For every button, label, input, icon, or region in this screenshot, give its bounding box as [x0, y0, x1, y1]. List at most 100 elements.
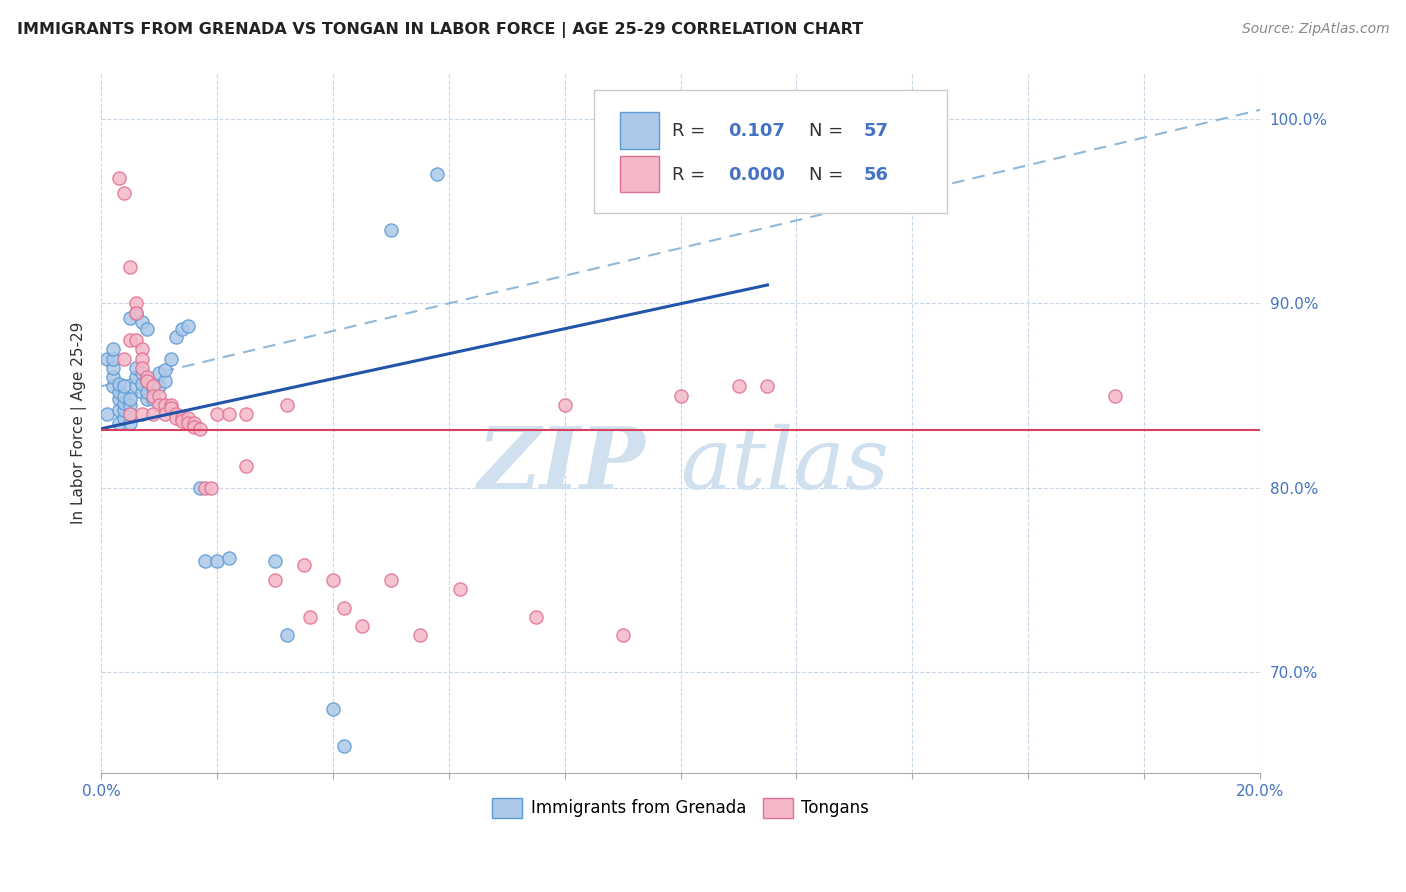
Point [166, 407, 188, 421]
Text: 0.107: 0.107 [728, 122, 785, 140]
Point [131, 367, 153, 381]
Point [112, 388, 135, 402]
Point [183, 416, 205, 430]
Point [107, 384, 129, 399]
Point [136, 374, 159, 388]
Legend: Immigrants from Grenada, Tongans: Immigrants from Grenada, Tongans [485, 791, 876, 824]
Point [153, 363, 176, 377]
Point [120, 398, 142, 412]
Point [322, 573, 344, 587]
Point [380, 573, 402, 587]
Point [125, 333, 148, 347]
Point [131, 384, 153, 399]
Point [727, 379, 749, 393]
Point [205, 407, 228, 421]
Point [142, 379, 165, 393]
Text: Source: ZipAtlas.com: Source: ZipAtlas.com [1241, 22, 1389, 37]
Point [107, 377, 129, 392]
Point [172, 410, 194, 425]
Point [101, 370, 124, 384]
Point [205, 554, 228, 568]
Point [142, 392, 165, 407]
Point [112, 379, 135, 393]
Point [107, 171, 129, 186]
Point [107, 416, 129, 430]
Text: N =: N = [810, 122, 844, 140]
Point [554, 398, 576, 412]
Point [159, 351, 181, 366]
Text: ZIP: ZIP [478, 424, 645, 507]
Point [218, 407, 240, 421]
Text: atlas: atlas [681, 424, 890, 507]
Point [235, 458, 257, 473]
Point [120, 311, 142, 326]
Point [101, 379, 124, 393]
Point [125, 370, 148, 384]
Point [177, 318, 200, 333]
Point [125, 305, 148, 319]
Point [148, 398, 170, 412]
Point [96, 351, 118, 366]
Text: R =: R = [672, 166, 706, 185]
Point [159, 398, 181, 412]
Point [136, 384, 159, 399]
Point [298, 609, 321, 624]
Point [131, 315, 153, 329]
Point [153, 374, 176, 388]
Text: N =: N = [810, 166, 844, 185]
Point [148, 367, 170, 381]
Point [449, 582, 471, 596]
Point [107, 392, 129, 407]
Text: 0.000: 0.000 [728, 166, 785, 185]
Point [112, 186, 135, 200]
Point [101, 343, 124, 357]
Text: IMMIGRANTS FROM GRENADA VS TONGAN IN LABOR FORCE | AGE 25-29 CORRELATION CHART: IMMIGRANTS FROM GRENADA VS TONGAN IN LAB… [17, 22, 863, 38]
Point [194, 554, 217, 568]
Point [669, 388, 692, 402]
Point [131, 360, 153, 375]
Point [177, 410, 200, 425]
Point [727, 158, 749, 172]
Point [333, 600, 356, 615]
Point [200, 481, 222, 495]
Point [276, 398, 298, 412]
Point [112, 396, 135, 410]
Point [183, 420, 205, 434]
Point [120, 333, 142, 347]
Point [276, 628, 298, 642]
Point [159, 401, 181, 416]
Point [188, 422, 211, 436]
Point [112, 403, 135, 417]
Point [264, 573, 287, 587]
Point [612, 628, 634, 642]
Point [96, 407, 118, 421]
Point [333, 739, 356, 753]
Text: 56: 56 [863, 166, 889, 185]
Point [120, 416, 142, 430]
Point [194, 481, 217, 495]
Point [125, 305, 148, 319]
Point [235, 407, 257, 421]
Bar [620, 112, 658, 149]
Point [107, 403, 129, 417]
Point [727, 167, 749, 181]
Point [120, 392, 142, 407]
Point [131, 343, 153, 357]
Point [101, 360, 124, 375]
Point [148, 379, 170, 393]
Point [136, 374, 159, 388]
Point [120, 260, 142, 274]
Point [131, 377, 153, 392]
Point [292, 558, 315, 573]
Point [142, 407, 165, 421]
Point [136, 392, 159, 407]
Text: R =: R = [672, 122, 706, 140]
FancyBboxPatch shape [593, 90, 948, 213]
Point [136, 322, 159, 336]
Point [172, 322, 194, 336]
Point [188, 481, 211, 495]
Point [350, 619, 373, 633]
Point [322, 702, 344, 716]
Point [101, 351, 124, 366]
Point [120, 407, 142, 421]
